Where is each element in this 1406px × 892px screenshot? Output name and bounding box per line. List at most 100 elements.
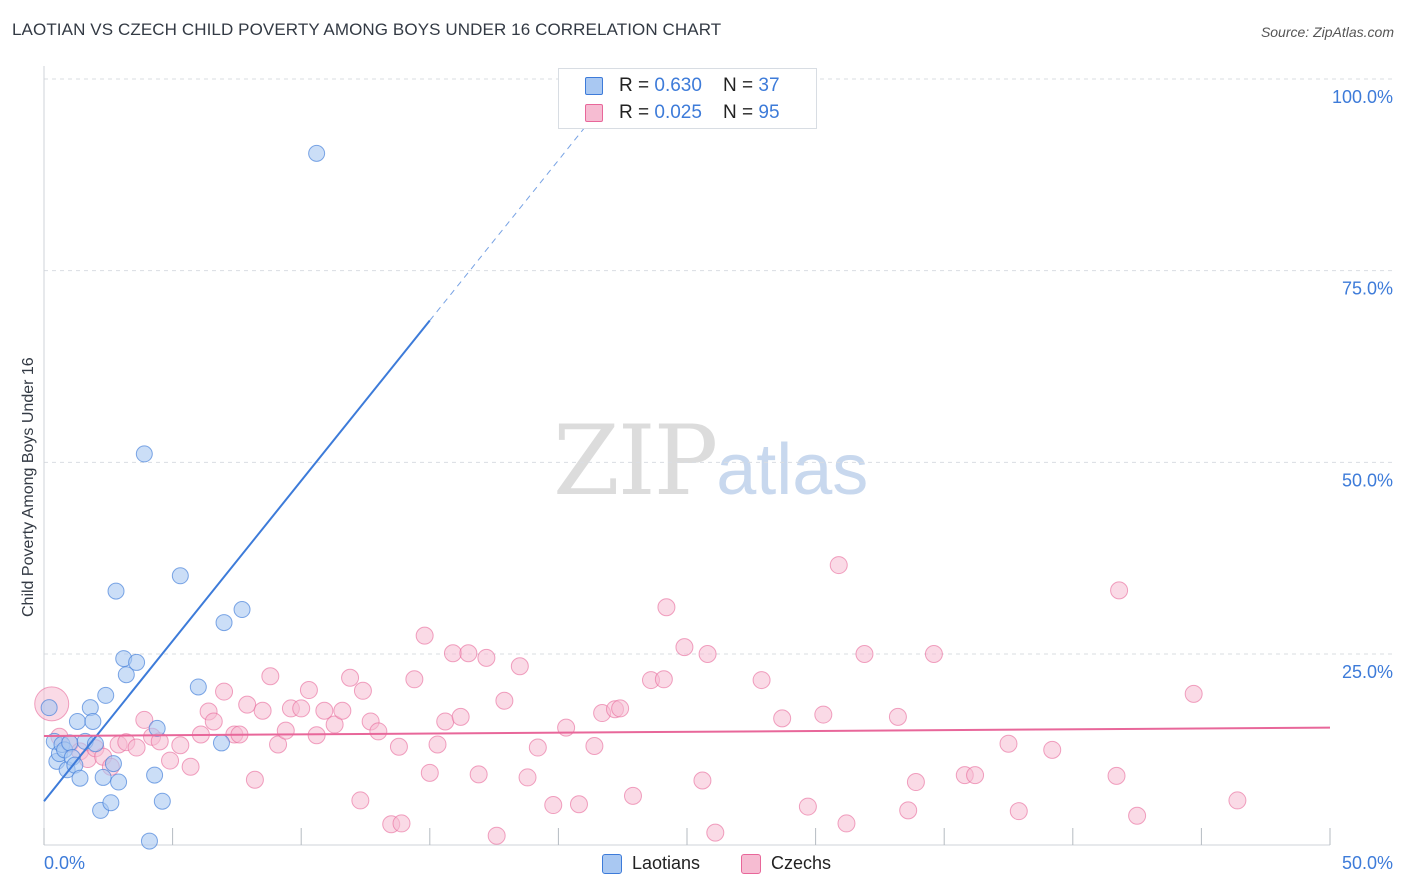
czech-point <box>161 751 180 770</box>
czech-point <box>443 644 462 663</box>
czech-point <box>814 705 833 724</box>
czech-point <box>544 796 563 815</box>
czech-point <box>924 645 943 663</box>
czech-point <box>333 701 352 720</box>
czechs-legend-swatch <box>741 854 761 874</box>
czech-point <box>698 645 717 663</box>
czech-point <box>451 707 470 726</box>
czech-point <box>253 701 272 720</box>
czech-point <box>261 667 280 686</box>
laotian-point <box>102 794 120 812</box>
laotians-r-label: R = <box>619 75 655 96</box>
czech-point <box>292 699 311 718</box>
czechs-regression-line <box>43 726 1331 738</box>
laotian-point <box>233 601 251 619</box>
laotian-point <box>140 832 158 850</box>
czech-point <box>1110 581 1129 600</box>
watermark: ZIPatlas <box>553 405 868 517</box>
czech-point <box>420 763 439 782</box>
czech-point <box>966 766 985 785</box>
czech-point <box>1184 684 1203 703</box>
laotian-point <box>135 445 153 463</box>
czech-point <box>238 695 257 714</box>
czech-point <box>906 773 925 792</box>
laotian-point <box>94 768 112 786</box>
laotian-point <box>146 766 164 784</box>
czech-point <box>477 648 496 667</box>
czech-point <box>611 699 630 718</box>
czech-point <box>654 670 673 689</box>
czech-point <box>127 738 146 757</box>
czechs-n-label: N = <box>723 102 759 123</box>
czech-point <box>269 735 288 754</box>
czech-point <box>773 709 792 728</box>
czech-point <box>276 721 295 740</box>
laotians-legend-swatch <box>602 854 622 874</box>
laotian-point <box>189 678 207 696</box>
czechs-r-value: 0.025 <box>654 102 702 123</box>
czech-point <box>405 670 424 689</box>
czechs-swatch <box>585 104 603 122</box>
czech-point <box>245 770 264 789</box>
czech-point <box>428 735 447 754</box>
laotians-n-label: N = <box>723 75 759 96</box>
czech-point <box>389 737 408 756</box>
czech-point <box>495 691 514 710</box>
laotian-point <box>171 567 189 585</box>
laotian-point <box>107 582 125 600</box>
czech-point <box>369 722 388 741</box>
czech-point <box>623 786 642 805</box>
x-tick-label-50: 50.0% <box>1342 853 1393 873</box>
czech-point <box>510 657 529 676</box>
laotian-point <box>308 144 326 162</box>
czech-point <box>415 626 434 645</box>
laotians-regression-extension <box>429 111 598 321</box>
czech-point <box>341 668 360 687</box>
czech-point <box>436 712 455 731</box>
czech-point <box>693 771 712 790</box>
laotian-point <box>81 699 99 717</box>
laotian-point <box>110 773 128 791</box>
czech-point <box>135 710 154 729</box>
x-tick-label-0: 0.0% <box>44 853 85 873</box>
czech-point <box>1043 740 1062 759</box>
czech-point <box>888 707 907 726</box>
y-tick-label-100: 100.0% <box>1332 87 1393 107</box>
czech-point <box>528 738 547 757</box>
czech-point <box>299 681 318 700</box>
y-tick-label-75: 75.0% <box>1342 279 1393 299</box>
laotian-points <box>40 144 326 850</box>
chart-title: LAOTIAN VS CZECH CHILD POVERTY AMONG BOY… <box>12 20 722 39</box>
laotians-n-value: 37 <box>758 75 780 96</box>
laotian-point <box>104 755 122 773</box>
y-axis-label: Child Poverty Among Boys Under 16 <box>20 357 37 617</box>
laotian-point <box>153 792 171 810</box>
laotian-point <box>215 614 233 632</box>
czech-point <box>487 826 506 845</box>
czech-point <box>459 644 478 663</box>
laotian-point <box>148 719 166 737</box>
czech-point <box>706 823 725 842</box>
czech-point <box>798 797 817 816</box>
source-credit: Source: ZipAtlas.com <box>1260 24 1394 40</box>
czech-point <box>569 795 588 814</box>
correlation-legend: R = 0.630 N = 37 R = 0.025 N = 95 <box>558 68 817 129</box>
laotians-r-value: 0.630 <box>654 75 702 96</box>
tick-labels: 25.0% 50.0% 75.0% 100.0% 0.0% 50.0% <box>44 87 1393 873</box>
czech-point <box>855 645 874 663</box>
czech-point <box>837 814 856 833</box>
czech-point <box>518 768 537 787</box>
regression-lines <box>43 111 1331 802</box>
y-tick-label-50: 50.0% <box>1342 470 1393 490</box>
laotian-point <box>84 712 102 730</box>
czech-point <box>469 765 488 784</box>
czech-point <box>351 791 370 810</box>
czechs-n-value: 95 <box>758 102 780 123</box>
laotian-point <box>212 734 230 752</box>
watermark-atlas: atlas <box>716 430 869 510</box>
grid-lines <box>44 78 1392 655</box>
czech-point <box>353 681 372 700</box>
czech-point <box>1009 802 1028 821</box>
laotian-point <box>61 734 79 752</box>
